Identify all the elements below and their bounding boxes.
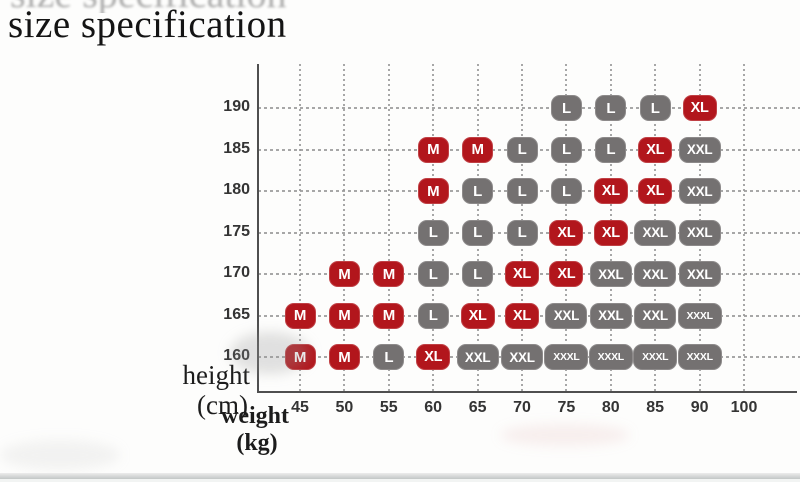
x-tick-label: 45 bbox=[291, 399, 309, 416]
size-badge: XXL bbox=[634, 219, 677, 246]
y-tick-label: 180 bbox=[223, 181, 250, 198]
size-badge: L bbox=[462, 219, 494, 246]
size-badge: XXL bbox=[589, 302, 632, 329]
size-badge: XXL bbox=[678, 136, 721, 163]
grid-line-vertical bbox=[343, 64, 346, 391]
y-axis-line bbox=[257, 64, 259, 393]
size-badge: L bbox=[506, 136, 538, 163]
size-badge: XL bbox=[593, 219, 628, 246]
size-badge: XL bbox=[460, 302, 495, 329]
size-badge: L bbox=[595, 95, 627, 121]
size-badge: M bbox=[284, 344, 316, 370]
size-badge: XXXL bbox=[633, 344, 678, 370]
size-badge: M bbox=[417, 178, 449, 204]
size-badge: L bbox=[417, 219, 449, 246]
y-axis-title-line1: height bbox=[182, 360, 251, 390]
x-tick-label: 55 bbox=[379, 399, 398, 416]
size-badge: XL bbox=[505, 302, 539, 329]
size-badge: L bbox=[417, 302, 449, 329]
x-tick-label: 100 bbox=[730, 399, 758, 416]
size-badge: XXL bbox=[678, 178, 721, 204]
grid-line-vertical bbox=[387, 64, 390, 391]
grid-line-vertical bbox=[299, 64, 301, 391]
size-badge: M bbox=[417, 136, 449, 163]
size-badge: XXL bbox=[678, 219, 721, 246]
page-title: size specification bbox=[8, 3, 287, 46]
bottom-gradient-strip bbox=[0, 473, 800, 479]
size-badge: XL bbox=[638, 178, 673, 204]
size-badge: M bbox=[373, 302, 405, 329]
x-tick-label: 90 bbox=[690, 399, 709, 416]
y-tick-label: 165 bbox=[223, 305, 250, 323]
size-badge: M bbox=[328, 344, 360, 370]
size-badge: M bbox=[462, 136, 494, 163]
size-badge: L bbox=[550, 178, 582, 204]
x-tick-label: 65 bbox=[468, 399, 487, 416]
size-badge: XXL bbox=[501, 344, 543, 370]
size-badge: L bbox=[462, 261, 494, 287]
y-tick-label: 160 bbox=[223, 347, 250, 364]
size-badge: L bbox=[506, 178, 538, 204]
size-badge: XL bbox=[505, 261, 539, 287]
grid-line-vertical bbox=[743, 64, 745, 391]
size-badge: L bbox=[373, 344, 405, 370]
size-badge: L bbox=[550, 95, 582, 121]
size-badge: XL bbox=[638, 136, 673, 163]
x-tick-label: 50 bbox=[335, 399, 354, 416]
bottom-edge bbox=[0, 479, 800, 482]
size-badge: M bbox=[328, 302, 360, 329]
x-tick-label: 60 bbox=[424, 399, 443, 416]
grid-line-horizontal bbox=[258, 107, 800, 109]
x-tick-label: 70 bbox=[513, 399, 531, 416]
size-badge: XL bbox=[549, 219, 584, 246]
size-badge: XXL bbox=[678, 261, 721, 287]
size-badge: XXXL bbox=[544, 344, 589, 370]
x-tick-label: 80 bbox=[601, 399, 620, 416]
size-badge: XXL bbox=[634, 261, 677, 287]
size-badge: L bbox=[417, 261, 449, 287]
x-axis-title-line1: weight bbox=[221, 403, 289, 429]
size-badge: XXXL bbox=[588, 344, 633, 370]
size-badge: L bbox=[506, 219, 538, 246]
size-badge: L bbox=[462, 178, 494, 204]
size-badge: XXL bbox=[634, 302, 677, 329]
size-badge: XXL bbox=[456, 344, 499, 370]
y-tick-label: 185 bbox=[223, 139, 250, 157]
size-badge: M bbox=[373, 261, 405, 287]
size-badge: M bbox=[284, 302, 316, 329]
size-badge: M bbox=[328, 261, 360, 287]
x-axis-title-line2: (kg) bbox=[236, 430, 278, 456]
size-badge: XXL bbox=[589, 261, 632, 287]
y-tick-label: 190 bbox=[223, 98, 250, 115]
y-tick-label: 175 bbox=[223, 222, 250, 240]
size-badge: XXXL bbox=[677, 302, 722, 329]
size-badge: XXXL bbox=[677, 344, 722, 370]
size-badge: XL bbox=[682, 95, 717, 121]
size-badge: XL bbox=[416, 344, 451, 370]
size-badge: XL bbox=[549, 261, 584, 287]
x-tick-label: 75 bbox=[557, 399, 576, 416]
size-badge: L bbox=[639, 95, 671, 121]
size-badge: XXL bbox=[545, 302, 588, 329]
size-badge: L bbox=[550, 136, 582, 163]
y-tick-label: 170 bbox=[223, 264, 250, 281]
x-axis-line bbox=[257, 391, 797, 393]
size-badge: L bbox=[595, 136, 627, 163]
y-axis-title-line2: (cm) bbox=[197, 390, 248, 420]
x-tick-label: 85 bbox=[646, 399, 665, 416]
size-badge: XL bbox=[593, 178, 628, 204]
